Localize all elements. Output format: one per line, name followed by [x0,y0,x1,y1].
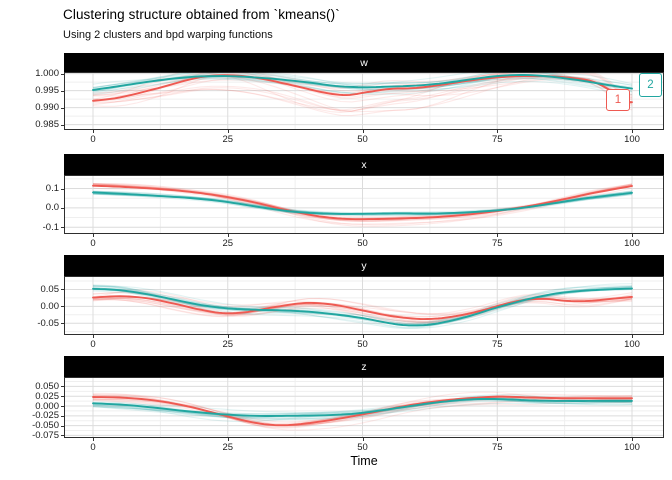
x-tick-label: 25 [222,134,234,145]
y-tick-label: -0.05 [37,317,59,329]
x-tick-label: 0 [90,238,96,249]
x-tick-label: 0 [90,134,96,145]
plot-subtitle: Using 2 clusters and bpd warping functio… [63,29,273,41]
y-tick-label: -0.075 [32,429,59,441]
x-tick-mark [362,335,364,338]
x-tick-mark [227,335,229,338]
x-tick-mark [227,130,229,133]
y-tick-label: -0.050 [32,420,59,432]
x-tick-mark [362,438,364,441]
x-tick-label: 100 [624,134,640,145]
y-tick-label: 0.1 [45,183,59,195]
x-tick-label: 75 [491,442,503,453]
y-tick-mark [61,124,64,126]
x-tick-mark [497,335,499,338]
x-tick-mark [93,234,94,237]
y-tick-mark [61,406,64,408]
x-tick-mark [227,438,229,441]
y-tick-mark [61,73,64,75]
x-tick-mark [93,438,94,441]
y-tick-label: -0.025 [32,410,59,422]
y-tick-label: 0.000 [35,400,59,412]
x-tick-mark [632,234,633,237]
x-tick-mark [362,234,364,237]
y-tick-mark [61,188,64,190]
y-tick-label: 0.995 [35,85,59,97]
x-tick-mark [93,335,94,338]
facet-strip-y: y [64,255,664,276]
facet-y-canvas [65,277,663,334]
y-tick-mark [61,425,64,427]
y-tick-label: 0.025 [35,390,59,402]
facet-strip-label-y: y [361,259,367,272]
y-tick-label: 1.000 [35,68,59,80]
facet-strip-label-w: w [360,56,368,69]
x-tick-label: 25 [222,442,234,453]
x-tick-mark [497,130,499,133]
y-tick-label: 0.985 [35,119,59,131]
x-tick-label: 100 [624,442,640,453]
facet-panel-y [64,276,664,335]
cluster-2-direct-label: 2 [639,73,662,97]
facet-strip-label-x: x [361,158,367,171]
x-tick-label: 0 [90,442,96,453]
x-tick-label: 50 [357,442,368,453]
x-tick-label: 50 [357,238,368,249]
y-tick-mark [61,90,64,92]
y-tick-label: 0.05 [40,283,60,295]
y-tick-mark [61,415,64,417]
y-tick-mark [61,323,64,325]
x-tick-mark [632,130,633,133]
facet-x-canvas [65,176,663,233]
y-tick-mark [61,386,64,388]
facet-strip-x: x [64,154,664,175]
y-tick-mark [61,306,64,308]
y-tick-label: 0.990 [35,102,59,114]
x-tick-label: 75 [491,134,503,145]
facet-strip-z: z [64,356,664,377]
y-tick-mark [61,435,64,437]
x-tick-label: 0 [90,339,96,350]
y-tick-mark [61,207,64,209]
x-tick-label: 50 [357,134,368,145]
plot-title: Clustering structure obtained from `kmea… [63,7,340,22]
facet-panel-x [64,175,664,234]
y-tick-mark [61,396,64,398]
cluster-1-direct-label: 1 [606,89,630,111]
x-tick-mark [497,438,499,441]
x-tick-label: 100 [624,238,640,249]
y-tick-label: -0.1 [42,221,59,233]
x-tick-mark [497,234,499,237]
x-tick-label: 25 [222,238,234,249]
y-tick-mark [61,107,64,109]
facet-z-canvas [65,378,663,437]
x-tick-label: 75 [491,238,503,249]
y-tick-label: 0.0 [45,202,59,214]
x-tick-mark [632,335,633,338]
y-tick-mark [61,289,64,291]
y-tick-label: 0.00 [40,300,60,312]
x-tick-mark [227,234,229,237]
x-tick-label: 100 [624,339,640,350]
x-tick-mark [362,130,364,133]
x-tick-label: 75 [491,339,503,350]
facet-panel-w [64,72,664,130]
x-tick-mark [93,130,94,133]
x-tick-label: 50 [357,339,368,350]
facet-w-canvas [65,73,663,129]
y-tick-mark [61,227,64,229]
x-axis-title: Time [350,454,378,468]
x-tick-label: 25 [222,339,234,350]
facet-strip-w: w [64,53,664,72]
x-tick-mark [632,438,633,441]
y-tick-label: 0.050 [35,380,59,392]
facet-panel-z [64,377,664,438]
facet-strip-label-z: z [361,360,367,373]
